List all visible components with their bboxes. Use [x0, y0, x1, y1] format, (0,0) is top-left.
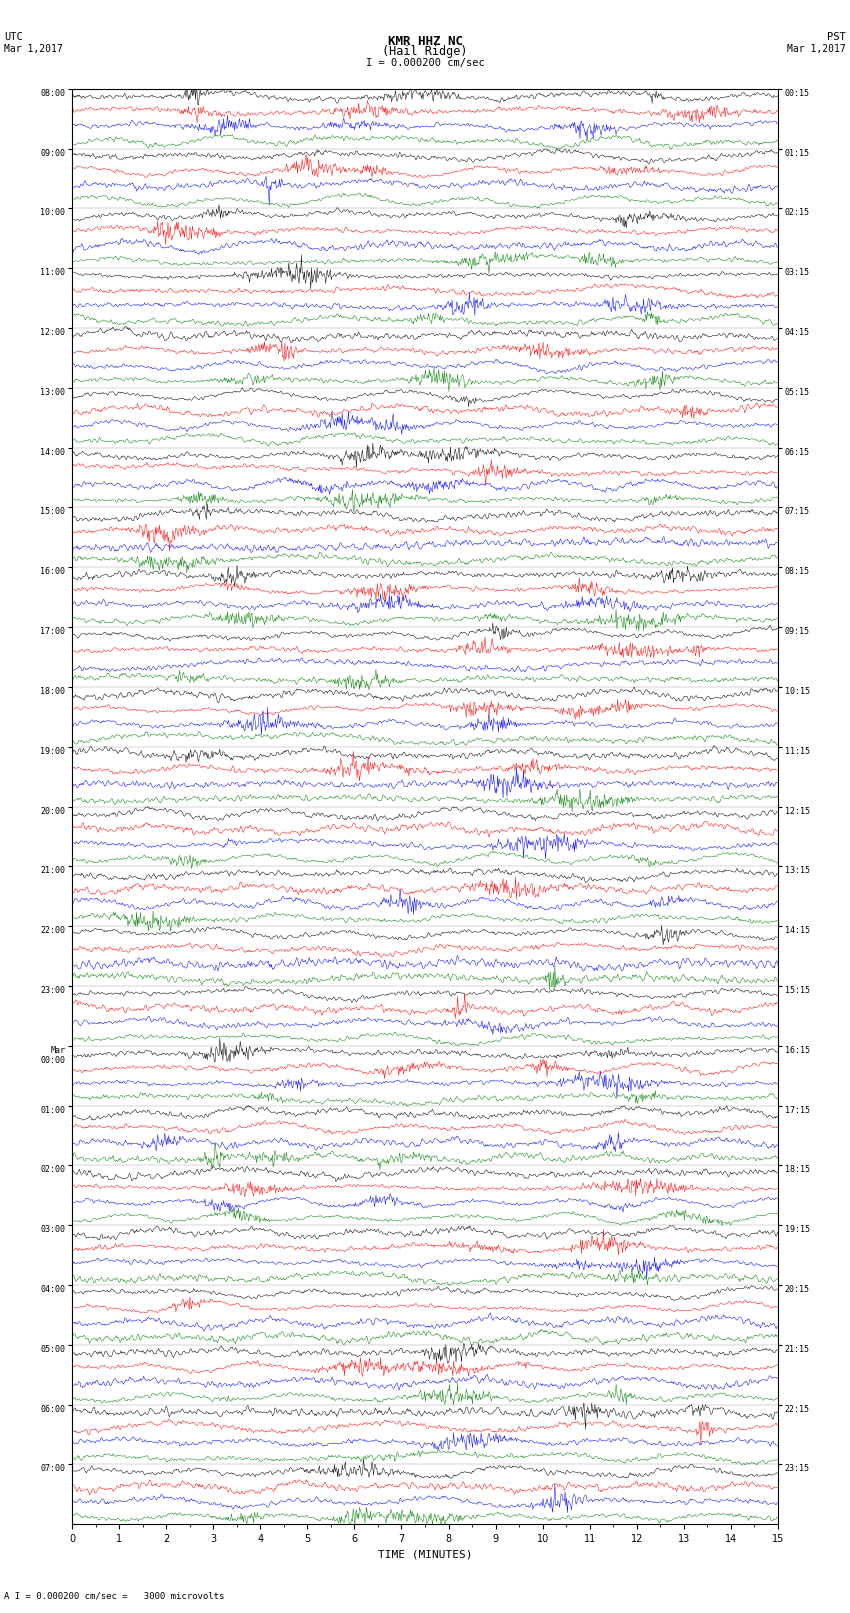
Text: Mar 1,2017: Mar 1,2017 — [4, 44, 63, 53]
Text: (Hail Ridge): (Hail Ridge) — [382, 45, 468, 58]
X-axis label: TIME (MINUTES): TIME (MINUTES) — [377, 1550, 473, 1560]
Text: A I = 0.000200 cm/sec =   3000 microvolts: A I = 0.000200 cm/sec = 3000 microvolts — [4, 1590, 224, 1600]
Text: I = 0.000200 cm/sec: I = 0.000200 cm/sec — [366, 58, 484, 68]
Text: Mar 1,2017: Mar 1,2017 — [787, 44, 846, 53]
Text: UTC: UTC — [4, 32, 23, 42]
Text: KMR HHZ NC: KMR HHZ NC — [388, 35, 462, 48]
Text: PST: PST — [827, 32, 846, 42]
